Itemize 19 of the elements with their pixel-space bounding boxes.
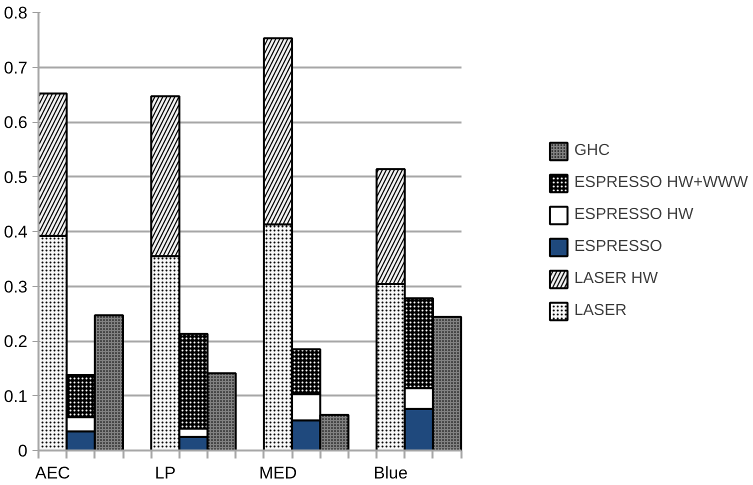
y-tick-label: 0.8	[4, 4, 28, 22]
y-tick-label: 0.2	[4, 332, 28, 351]
y-tick-label: 0.6	[4, 113, 28, 132]
legend-label: ESPRESSO HW	[574, 206, 694, 224]
x-tick-label: AEC	[35, 464, 70, 482]
legend-label: ESPRESSO HW+WWW	[574, 174, 748, 192]
x-tick-label: LP	[154, 464, 176, 482]
legend-label: GHC	[574, 142, 610, 160]
legend-label: LASER HW	[574, 270, 658, 288]
x-tick-label: MED	[259, 464, 297, 482]
legend-label: LASER	[574, 302, 627, 320]
x-tick-label: Blue	[374, 464, 408, 482]
y-tick-label: 0.7	[4, 58, 28, 78]
y-tick-label: 0.1	[4, 386, 28, 406]
y-tick-label: 0.5	[4, 168, 28, 187]
legend-label: ESPRESSO	[574, 238, 662, 256]
y-tick-label: 0.3	[4, 277, 28, 296]
y-tick-label: 0	[18, 442, 28, 460]
y-tick-label: 0.4	[4, 222, 28, 242]
